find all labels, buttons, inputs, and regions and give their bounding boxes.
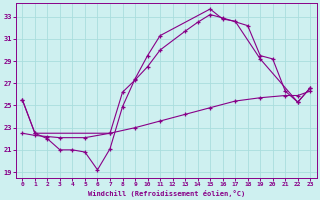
X-axis label: Windchill (Refroidissement éolien,°C): Windchill (Refroidissement éolien,°C)	[88, 190, 245, 197]
